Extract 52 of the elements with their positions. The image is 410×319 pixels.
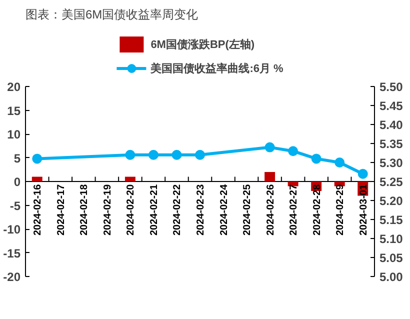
x-tick-label: 2024-02-22 xyxy=(172,184,184,236)
chart-title: 图表：美国6M国债收益率周变化 xyxy=(26,8,198,22)
point xyxy=(125,150,136,160)
x-tick-label: 2024-02-26 xyxy=(265,184,276,236)
y-tick-label: -5 xyxy=(10,198,21,213)
x-tick-label: 2024-02-23 xyxy=(196,184,206,236)
x-tick-label: 2024-02-18 xyxy=(79,184,90,236)
y-tick-label: 5 xyxy=(14,151,21,166)
y2-tick-label: 5.50 xyxy=(380,80,404,94)
y2-tick-label: 5.40 xyxy=(380,118,404,132)
bar xyxy=(288,182,298,186)
legend-label: 6M国债涨跌BP(左轴) xyxy=(150,38,255,52)
x-tick-label: 2024-03-01 xyxy=(358,184,370,236)
y2-tick-label: 5.35 xyxy=(380,137,404,151)
y2-tick-label: 5.25 xyxy=(380,175,404,189)
y2-tick-label: 5.10 xyxy=(380,232,404,246)
x-tick-label: 2024-02-28 xyxy=(312,184,323,236)
point xyxy=(195,150,205,160)
bar xyxy=(32,176,42,182)
point xyxy=(288,146,298,156)
y2-tick-label: 5.20 xyxy=(380,194,404,208)
x-tick-label: 2024-02-16 xyxy=(32,184,44,236)
legend-label: 美国国债收益率曲线:6月 % xyxy=(150,61,284,76)
y2-tick-label: 5.15 xyxy=(380,213,404,227)
y-tick-label: -10 xyxy=(3,222,21,236)
y-tick-label: 20 xyxy=(7,80,21,94)
y2-tick-label: 5.45 xyxy=(380,99,404,113)
x-tick-label: 2024-02-19 xyxy=(102,184,114,236)
x-tick-label: 2024-02-25 xyxy=(242,184,254,236)
x-tick-label: 2024-02-17 xyxy=(56,184,67,236)
x-tick-label: 2024-02-21 xyxy=(148,184,160,236)
bar xyxy=(264,172,276,182)
point xyxy=(311,154,322,164)
point xyxy=(148,150,158,160)
y-tick-label: 10 xyxy=(7,128,21,142)
x-tick-label: 2024-02-27 xyxy=(288,184,300,236)
x-tick-label: 2024-02-29 xyxy=(335,184,346,236)
y2-tick-label: 5.30 xyxy=(380,156,404,170)
y2-tick-label: 5.00 xyxy=(380,270,404,284)
point xyxy=(32,154,42,164)
point xyxy=(334,158,345,168)
point xyxy=(358,168,368,179)
bar xyxy=(124,176,136,182)
point xyxy=(264,142,275,152)
y-tick-label: -15 xyxy=(3,246,21,260)
point xyxy=(172,150,182,160)
y-tick-label: -20 xyxy=(3,270,21,284)
y2-tick-label: 5.05 xyxy=(380,251,404,265)
y-tick-label: 15 xyxy=(7,104,21,118)
y-tick-label: 0 xyxy=(14,175,21,189)
x-tick-label: 2024-02-20 xyxy=(126,184,137,236)
x-tick-label: 2024-02-24 xyxy=(218,184,230,236)
